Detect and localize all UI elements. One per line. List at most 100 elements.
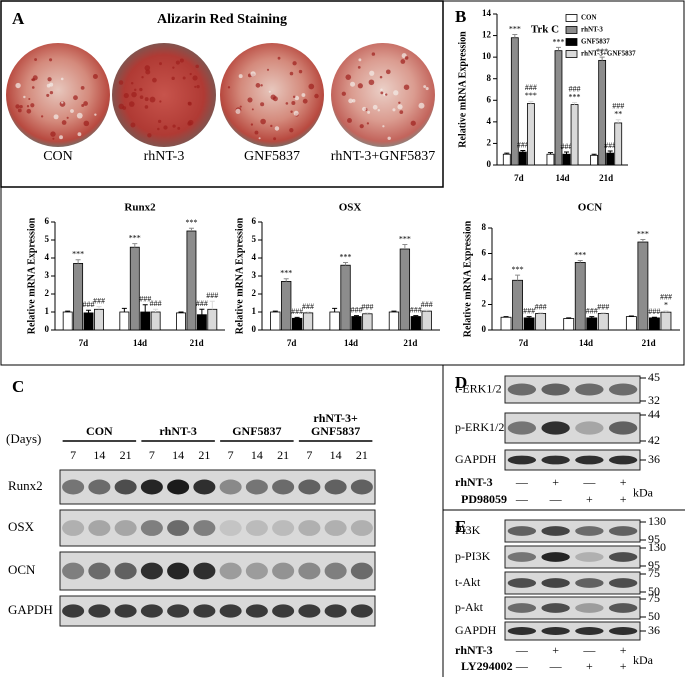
error-bar bbox=[520, 149, 526, 153]
blot-band bbox=[507, 578, 537, 588]
bar bbox=[574, 262, 586, 331]
dish-spot bbox=[145, 69, 151, 75]
blot-band bbox=[350, 562, 373, 580]
dish-spot bbox=[404, 56, 409, 60]
blot-band bbox=[575, 578, 604, 588]
dish-spot bbox=[289, 128, 294, 133]
dish-spot bbox=[49, 91, 54, 95]
bar bbox=[649, 317, 660, 331]
y-axis-label: Relative mRNA Expression bbox=[457, 31, 468, 148]
dish-spot bbox=[179, 58, 184, 63]
blot-band bbox=[245, 479, 268, 495]
blot-band bbox=[272, 520, 295, 536]
y-axis-label: Relative mRNA Expression bbox=[234, 217, 245, 334]
blot-band bbox=[507, 526, 537, 536]
blot-band bbox=[350, 520, 373, 536]
dish-spot bbox=[382, 125, 385, 128]
dish-spot bbox=[80, 85, 85, 90]
y-tick-label: 6 bbox=[487, 94, 492, 104]
dish-spot bbox=[362, 106, 367, 112]
significance-label: *** bbox=[525, 91, 537, 100]
treatment-sign: + bbox=[620, 659, 627, 673]
dish-spot bbox=[393, 90, 399, 96]
blot-band bbox=[608, 455, 638, 465]
dish-spot bbox=[273, 137, 277, 141]
dish-spot bbox=[372, 104, 378, 110]
significance-label: ### bbox=[612, 102, 624, 111]
blot bbox=[59, 551, 376, 591]
bar bbox=[140, 311, 151, 331]
treatment-sign: + bbox=[586, 659, 593, 673]
blot-band bbox=[608, 552, 638, 562]
x-tick-label: 7d bbox=[287, 338, 297, 348]
days-label: (Days) bbox=[6, 431, 41, 446]
blot-band bbox=[88, 479, 111, 495]
treatment-sign: — bbox=[549, 492, 563, 506]
dish-spot bbox=[31, 86, 35, 89]
day-label: 21 bbox=[198, 448, 210, 462]
kda-label: 75 bbox=[648, 591, 660, 605]
error-bar bbox=[663, 310, 669, 313]
blot-band bbox=[193, 562, 216, 580]
dish-spot bbox=[157, 119, 162, 124]
group-label: GNF5837 bbox=[244, 149, 300, 164]
blot-band bbox=[324, 479, 347, 495]
y-tick-label: 6 bbox=[45, 216, 50, 226]
row-label: p-PI3K bbox=[455, 549, 491, 563]
dish-spot bbox=[260, 102, 265, 107]
dish-spot bbox=[285, 102, 289, 105]
blot-band bbox=[541, 578, 570, 588]
y-tick-label: 4 bbox=[252, 252, 257, 262]
blot-band bbox=[114, 604, 137, 618]
blot-band bbox=[193, 604, 216, 618]
blot-band bbox=[272, 479, 295, 495]
significance-label: *** bbox=[512, 265, 524, 274]
error-bar bbox=[615, 119, 621, 123]
treatment-sign: + bbox=[620, 475, 627, 489]
blot-band bbox=[272, 562, 295, 580]
dish-spot bbox=[247, 97, 253, 103]
bar bbox=[270, 311, 281, 331]
dish-spot bbox=[47, 77, 52, 82]
blot-band bbox=[608, 627, 638, 635]
error-bar bbox=[153, 308, 159, 312]
blot-band bbox=[245, 604, 268, 618]
y-tick-label: 2 bbox=[45, 288, 50, 298]
blot-band bbox=[167, 604, 190, 618]
group-label: GNF5837 bbox=[232, 424, 281, 438]
blot-band bbox=[219, 479, 242, 495]
error-bar bbox=[353, 315, 359, 317]
bar bbox=[512, 279, 523, 331]
dish-spot bbox=[347, 118, 352, 123]
dish-spot bbox=[239, 105, 242, 108]
dish-spot bbox=[122, 106, 127, 110]
blot-band bbox=[167, 520, 190, 536]
dish-spot bbox=[172, 124, 176, 128]
blot-band bbox=[219, 520, 242, 536]
blot-band bbox=[114, 520, 137, 536]
bar bbox=[410, 316, 421, 331]
treatment-name: PD98059 bbox=[461, 492, 507, 506]
error-bar bbox=[424, 309, 430, 312]
day-label: 14 bbox=[251, 448, 263, 462]
dish-spot bbox=[357, 83, 363, 89]
significance-label: ### bbox=[302, 302, 314, 311]
dish-spot bbox=[73, 95, 78, 101]
error-bar bbox=[577, 260, 583, 263]
kda-label: 42 bbox=[648, 433, 660, 447]
dish-spot bbox=[70, 109, 74, 113]
group-label: rhNT-3+ bbox=[313, 411, 358, 425]
bar bbox=[119, 311, 130, 331]
dish-spot bbox=[189, 72, 192, 76]
significance-label: *** bbox=[280, 269, 292, 278]
error-bar bbox=[199, 308, 205, 315]
chart-title: Runx2 bbox=[124, 202, 156, 214]
legend-label: rhNT-3 bbox=[581, 26, 603, 34]
treatment-sign: — bbox=[515, 659, 529, 673]
y-tick-label: 4 bbox=[487, 116, 492, 126]
error-bar bbox=[65, 310, 71, 312]
dish-spot bbox=[144, 65, 151, 71]
error-bar bbox=[343, 262, 349, 266]
significance-label: *** bbox=[574, 250, 586, 259]
day-label: 21 bbox=[356, 448, 368, 462]
